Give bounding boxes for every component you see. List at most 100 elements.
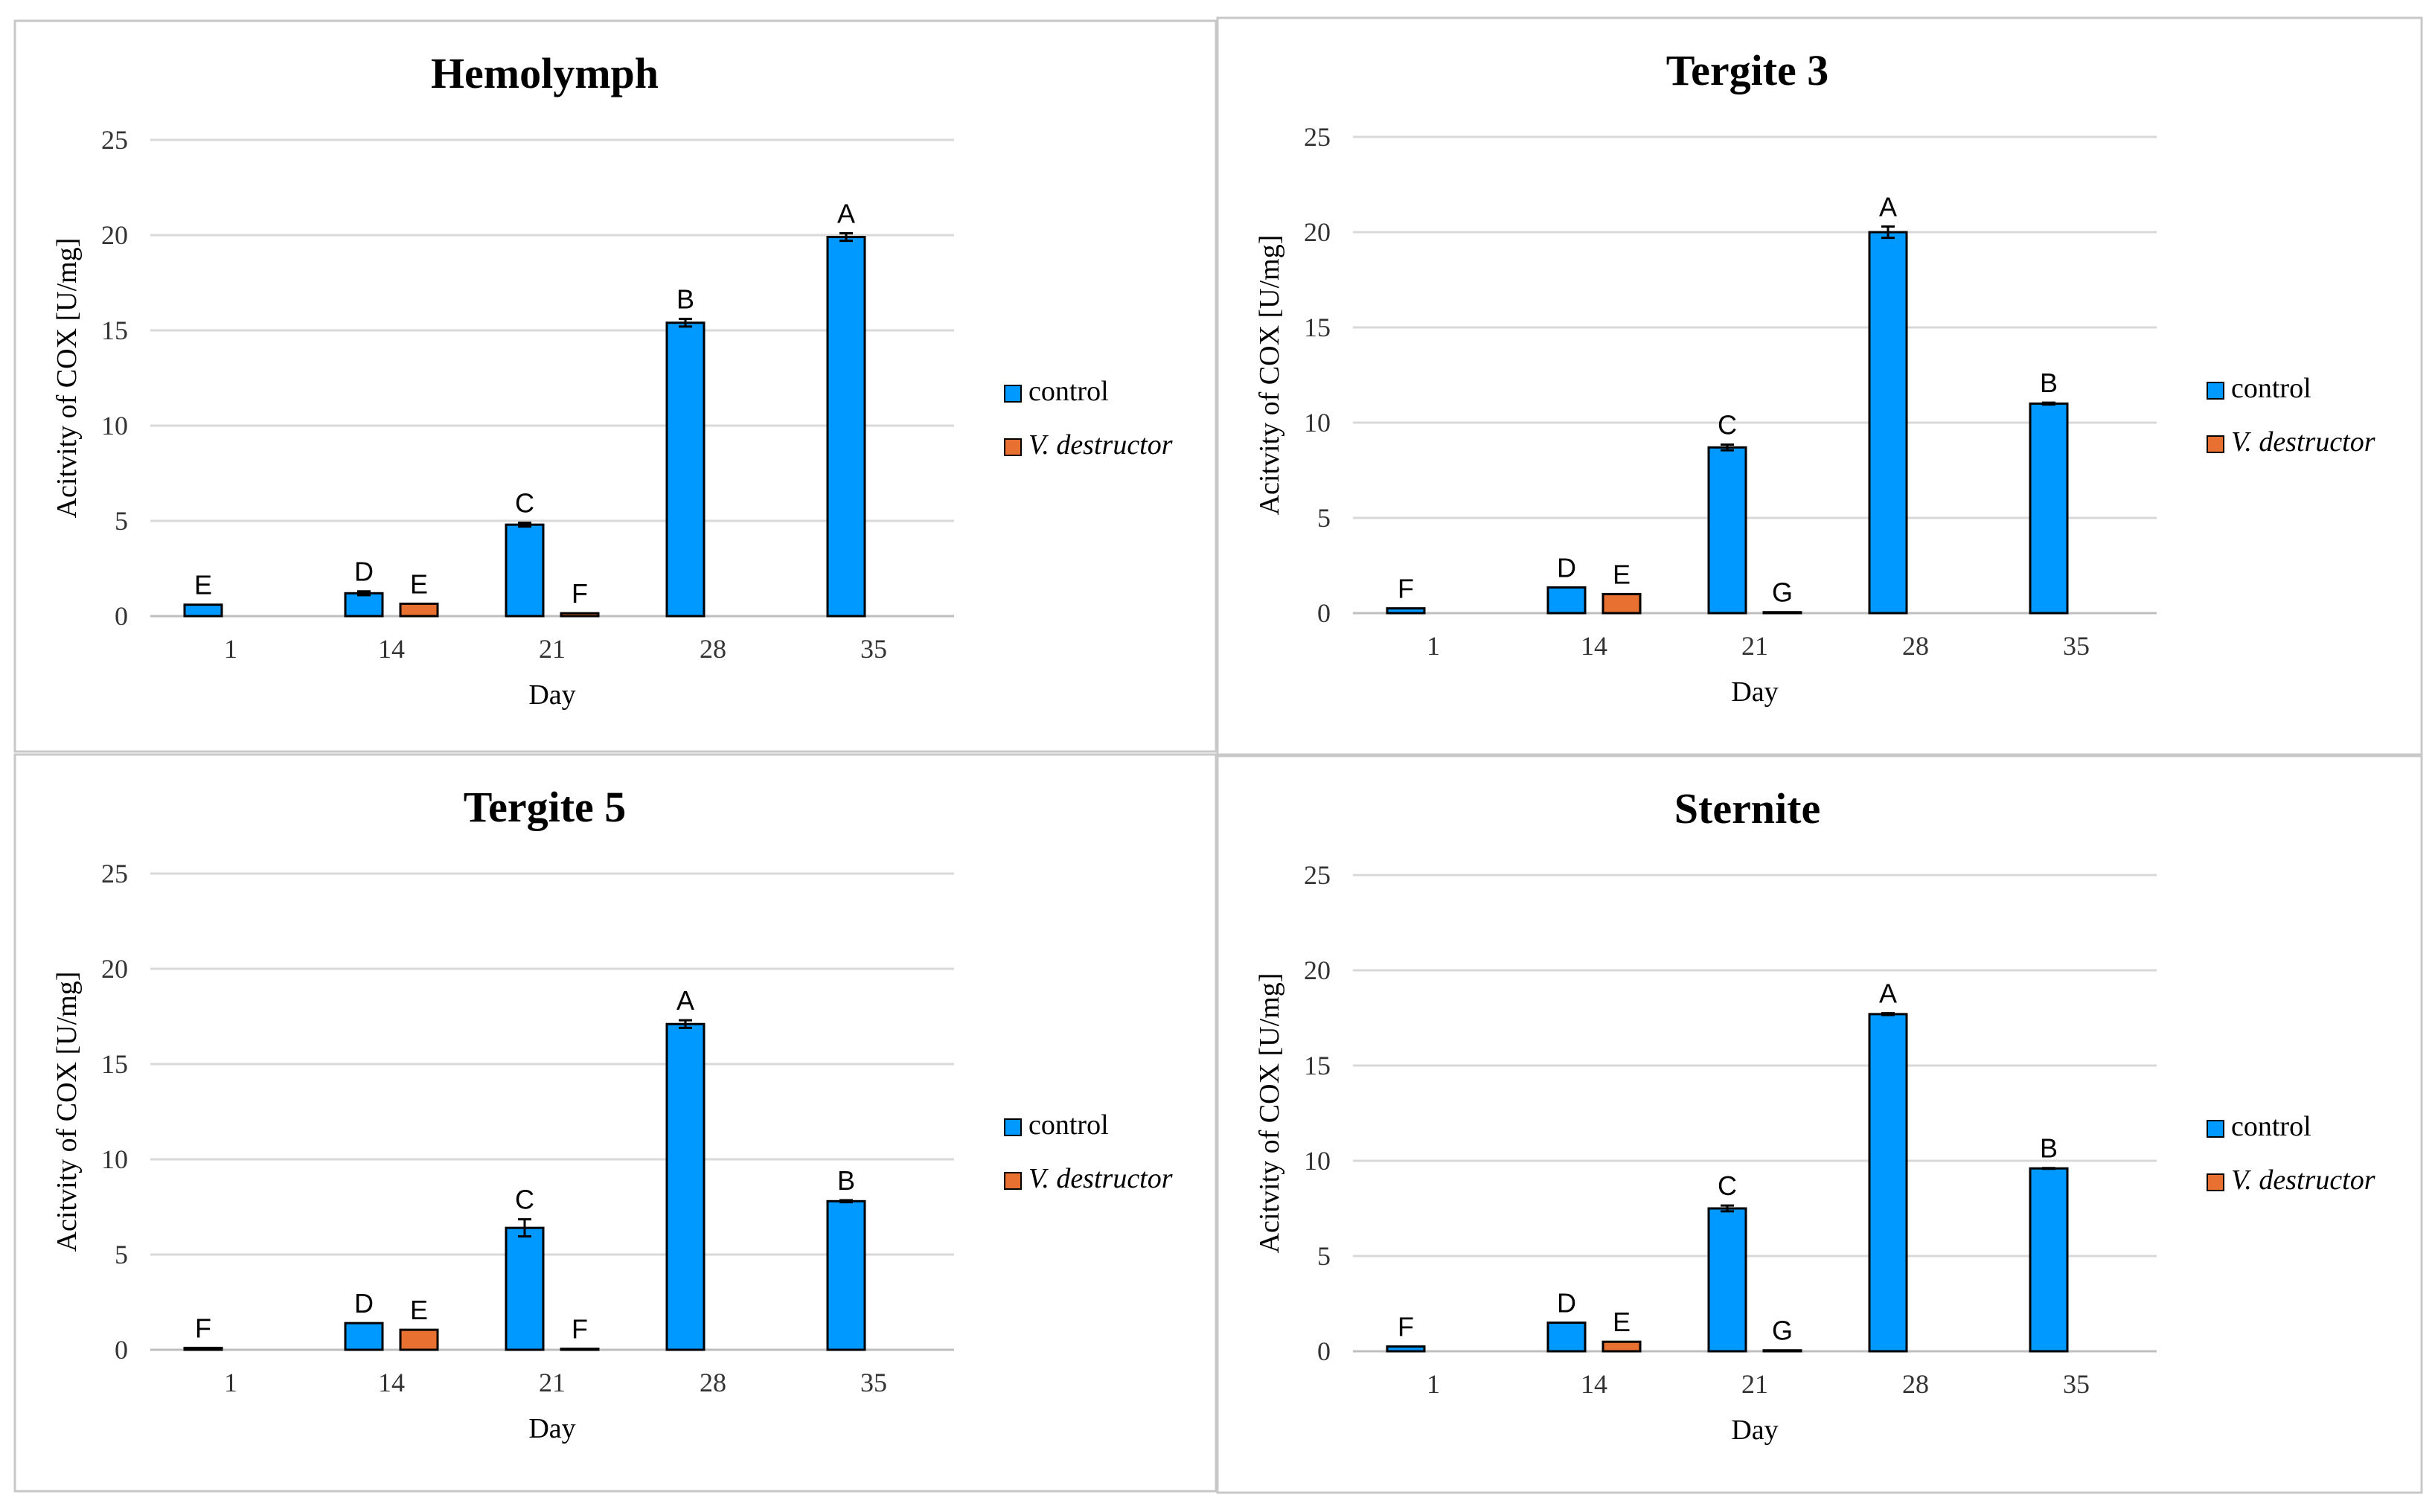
- bar-control-day-35: [826, 236, 866, 618]
- bar-v-destructor-day-14: [399, 1328, 439, 1351]
- legend-swatch: [1004, 438, 1022, 456]
- legend-swatch: [2207, 435, 2224, 453]
- significance-letter: B: [2040, 368, 2058, 398]
- legend-item-v-destructor: V. destructor: [1004, 1163, 1173, 1194]
- bar-control-day-21: [1707, 1207, 1747, 1353]
- bar-v-destructor-day-21: [560, 1348, 600, 1351]
- bar-control-day-14: [1546, 586, 1587, 615]
- significance-letter: C: [1718, 1170, 1737, 1201]
- x-axis-label: Day: [528, 1413, 575, 1444]
- error-bar: [2042, 401, 2055, 406]
- error-bar: [839, 231, 853, 243]
- bar-v-destructor-day-21: [1762, 611, 1802, 615]
- bar-v-destructor-day-21: [560, 612, 600, 618]
- y-tick-label: 25: [101, 125, 128, 155]
- y-tick-label: 20: [101, 220, 128, 250]
- significance-letter: E: [1613, 1307, 1631, 1337]
- significance-letter: A: [676, 985, 694, 1016]
- significance-letter: C: [1718, 409, 1737, 440]
- x-tick-label: 35: [860, 1368, 887, 1397]
- error-bar: [518, 1218, 531, 1238]
- x-axis-label: Day: [528, 679, 575, 711]
- significance-letter: A: [837, 198, 855, 228]
- significance-letter: D: [354, 1288, 374, 1319]
- error-bar: [1881, 1012, 1895, 1016]
- error-bar: [518, 522, 531, 528]
- y-tick-label: 10: [101, 1144, 128, 1174]
- chart-panel-sternite: Sternite 0 5 10 15 20 25 Acitvity of COX [U/mg]…: [1216, 755, 2423, 1494]
- significance-letter: F: [1398, 1312, 1414, 1342]
- error-bar: [679, 318, 692, 328]
- x-tick-label: 14: [378, 1368, 405, 1397]
- legend: control V. destructor: [2207, 373, 2375, 458]
- significance-letter: G: [1772, 1316, 1793, 1346]
- x-tick-label: 21: [1741, 631, 1768, 661]
- y-tick-label: 10: [1304, 408, 1331, 438]
- legend-item-control: control: [2207, 373, 2311, 404]
- error-bar: [1721, 1204, 1734, 1213]
- bar-control-day-35: [826, 1199, 866, 1351]
- y-axis-label: Acitvity of COX [U/mg]: [51, 238, 83, 519]
- legend-item-control: control: [2207, 1111, 2311, 1142]
- significance-letter: E: [410, 1295, 428, 1325]
- x-axis-label: Day: [1731, 676, 1778, 708]
- x-tick-label: 1: [1427, 1369, 1440, 1399]
- significance-letter: A: [1879, 191, 1897, 222]
- y-tick-label: 5: [115, 506, 128, 536]
- significance-letter: A: [1879, 978, 1897, 1009]
- significance-letter: C: [515, 1185, 534, 1215]
- y-tick-label: 5: [1317, 503, 1331, 533]
- x-tick-label: 21: [539, 634, 566, 664]
- bar-control-day-14: [344, 592, 384, 618]
- x-tick-label: 14: [1581, 1369, 1607, 1399]
- significance-letter: E: [1613, 559, 1631, 589]
- legend-swatch: [2207, 1120, 2224, 1138]
- significance-letter: F: [572, 1314, 588, 1345]
- y-tick-label: 15: [1304, 1051, 1331, 1080]
- legend-swatch: [1004, 385, 1022, 403]
- legend: control V. destructor: [1004, 376, 1173, 461]
- bar-control-day-1: [183, 1346, 223, 1351]
- x-tick-label: 1: [1427, 631, 1440, 661]
- bar-v-destructor-day-14: [1602, 592, 1642, 615]
- chart-panel-hemolymph: Hemolymph 0 5 10 15 20 25 Acitvity of COX [U/mg…: [13, 19, 1218, 753]
- chart-title: Sternite: [1674, 784, 1821, 833]
- significance-letter: F: [572, 578, 588, 609]
- legend: control V. destructor: [1004, 1109, 1173, 1194]
- legend-label: V. destructor: [2231, 426, 2375, 458]
- significance-letter: F: [195, 1313, 211, 1343]
- error-bar: [679, 1019, 692, 1029]
- legend-item-control: control: [1004, 376, 1109, 407]
- legend-item-v-destructor: V. destructor: [2207, 1165, 2375, 1196]
- x-tick-label: 21: [1741, 1369, 1768, 1399]
- legend-item-v-destructor: V. destructor: [2207, 426, 2375, 458]
- legend-swatch: [1004, 1118, 1022, 1136]
- legend-label: V. destructor: [1028, 1163, 1173, 1194]
- legend: control V. destructor: [2207, 1111, 2375, 1196]
- bar-control-day-1: [1386, 607, 1426, 615]
- significance-letter: B: [2040, 1133, 2058, 1164]
- significance-letter: B: [676, 284, 694, 315]
- x-tick-label: 1: [224, 634, 237, 664]
- y-tick-label: 15: [101, 1049, 128, 1079]
- bar-control-day-21: [1707, 446, 1747, 615]
- y-tick-label: 25: [1304, 860, 1331, 890]
- significance-letter: D: [1557, 1288, 1576, 1319]
- y-tick-label: 20: [101, 954, 128, 984]
- chart-title: Tergite 3: [1666, 46, 1829, 94]
- x-tick-label: 21: [539, 1368, 566, 1397]
- legend-swatch: [2207, 1173, 2224, 1191]
- legend-label: control: [1028, 376, 1109, 407]
- x-tick-label: 28: [1902, 631, 1929, 661]
- significance-letter: G: [1772, 577, 1793, 608]
- significance-letter: D: [354, 557, 374, 587]
- y-tick-label: 25: [1304, 122, 1331, 152]
- legend-label: control: [2231, 373, 2311, 404]
- error-bar: [2042, 1167, 2055, 1170]
- bar-v-destructor-day-14: [1602, 1340, 1642, 1353]
- bar-control-day-28: [1868, 1013, 1908, 1353]
- x-tick-label: 35: [2063, 1369, 2090, 1399]
- x-tick-label: 28: [700, 1368, 726, 1397]
- significance-letter: F: [1398, 574, 1414, 604]
- y-tick-label: 5: [1317, 1241, 1331, 1271]
